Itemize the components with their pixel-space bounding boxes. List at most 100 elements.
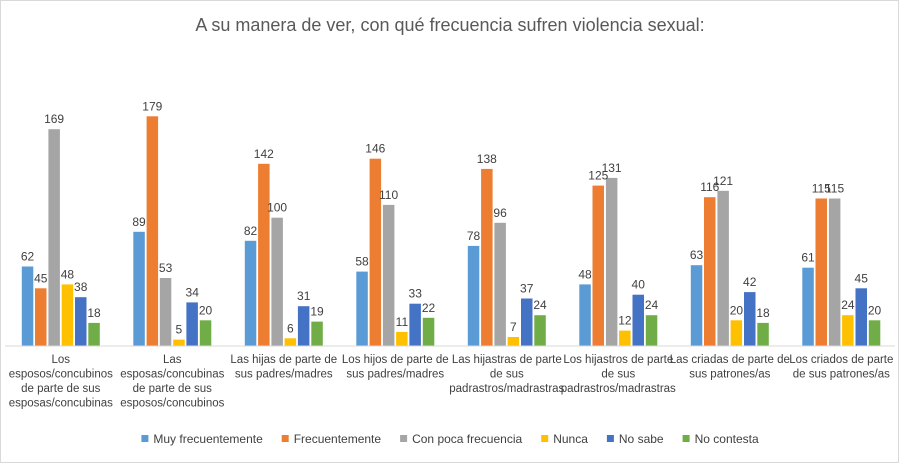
bar-3-s1 (244, 240, 257, 346)
category-label-2-line-1: Las (163, 354, 182, 366)
legend-label-6: No contesta (695, 432, 759, 446)
chart-title: A su manera de ver, con qué frecuencia s… (195, 15, 704, 35)
legend: Muy frecuentemente Frecuentemente Con poca… (141, 432, 759, 446)
category-label-6-line-1: Los hijastros de parte (563, 354, 673, 366)
data-label-6-s6: 24 (645, 298, 659, 312)
data-label-1-s4: 48 (61, 267, 75, 281)
data-label-3-s2: 142 (254, 147, 274, 161)
category-label-2-line-2: esposas/concubinas (120, 369, 224, 381)
data-label-4-s2: 146 (365, 142, 385, 156)
bar-6-s2 (592, 185, 604, 346)
data-label-1-s3: 169 (44, 112, 64, 126)
bar-5-s3 (494, 222, 506, 346)
bar-8-s5 (855, 288, 867, 346)
bar-1-s4 (61, 284, 74, 346)
bar-8-s6 (868, 320, 881, 346)
bar-5-s2 (481, 168, 493, 346)
bar-6-s4 (619, 330, 631, 346)
data-label-5-s3: 96 (493, 206, 507, 220)
data-label-8-s4: 24 (841, 298, 855, 312)
bar-8-s2 (815, 198, 827, 346)
bar-7-s6 (757, 322, 769, 346)
category-label-2-line-3: de parte de sus (133, 383, 213, 395)
category-label-4-line-1: Los hijos de parte de (342, 354, 449, 366)
bar-8-s3 (828, 198, 841, 346)
category-label-5-line-3: padrastros/madrastras (449, 383, 564, 395)
data-label-6-s1: 48 (578, 267, 592, 281)
bar-3-s3 (271, 217, 283, 346)
bar-2-s3 (159, 278, 172, 346)
bar-7-s4 (730, 320, 743, 346)
bar-1-s2 (35, 288, 47, 346)
data-label-6-s5: 40 (632, 278, 646, 292)
category-label-1-line-4: esposas/concubinas (9, 398, 113, 410)
bar-1-s6 (88, 322, 100, 346)
category-label-3-line-1: Las hijas de parte de (230, 354, 337, 366)
bar-6-s1 (579, 284, 591, 346)
bar-4-s1 (356, 271, 368, 346)
legend-swatch-2 (281, 435, 289, 442)
bar-2-s2 (146, 116, 159, 346)
legend-label-2: Frecuentemente (294, 432, 382, 446)
category-label-1-line-1: Los (52, 354, 71, 366)
legend-label-3: Con poca frecuencia (412, 432, 522, 446)
bar-5-s5 (521, 298, 533, 346)
data-label-4-s1: 58 (355, 255, 369, 269)
bar-7-s1 (690, 265, 703, 346)
data-label-4-s6: 22 (422, 301, 436, 315)
category-label-5-line-2: de sus (490, 369, 524, 381)
data-label-5-s6: 24 (533, 298, 547, 312)
bar-3-s5 (297, 306, 310, 346)
legend-swatch-4 (541, 435, 549, 442)
data-label-5-s4: 7 (510, 320, 517, 334)
category-label-6-line-3: padrastros/madrastras (561, 383, 676, 395)
data-label-3-s4: 6 (287, 321, 294, 335)
data-label-7-s2: 116 (700, 180, 719, 194)
data-label-3-s6: 19 (310, 305, 324, 319)
data-label-4-s4: 11 (396, 315, 409, 329)
bar-3-s2 (258, 163, 270, 346)
data-label-7-s6: 18 (756, 306, 770, 320)
bar-6-s5 (632, 294, 644, 346)
data-label-7-s4: 20 (730, 303, 744, 317)
data-label-2-s5: 34 (186, 285, 200, 299)
bars-layer (21, 116, 881, 346)
bar-2-s6 (199, 320, 212, 346)
data-label-5-s1: 78 (467, 229, 481, 243)
bar-2-s4 (173, 339, 185, 346)
legend-swatch-1 (141, 435, 149, 442)
data-label-7-s5: 42 (743, 275, 757, 289)
bar-5-s1 (467, 245, 480, 346)
bar-6-s6 (645, 315, 658, 346)
category-label-1-line-2: esposos/concubinos (9, 369, 113, 381)
data-label-1-s6: 18 (87, 306, 101, 320)
data-label-6-s4: 12 (618, 314, 632, 328)
category-label-6-line-2: de sus (601, 369, 635, 381)
category-labels-layer: Los esposos/concubinos de parte de sus espo… (9, 354, 894, 410)
legend-label-1: Muy frecuentemente (153, 432, 263, 446)
data-label-7-s1: 63 (690, 248, 704, 262)
data-label-4-s5: 33 (409, 287, 423, 301)
bar-7-s5 (744, 292, 756, 346)
data-labels-layer: 6245169483818891795353420821421006311958… (21, 99, 882, 336)
bar-4-s4 (396, 331, 408, 346)
data-label-8-s2: 115 (812, 182, 831, 196)
data-label-8-s6: 20 (868, 303, 882, 317)
category-label-1-line-3: de parte de sus (21, 383, 101, 395)
data-label-2-s6: 20 (199, 303, 213, 317)
bar-3-s6 (311, 321, 323, 346)
legend-swatch-6 (682, 435, 690, 442)
bar-5-s4 (507, 337, 520, 346)
data-label-3-s1: 82 (244, 224, 258, 238)
category-label-3-line-2: sus padres/madres (235, 369, 333, 381)
category-label-4-line-2: sus padres/madres (346, 369, 444, 381)
bar-7-s2 (704, 197, 716, 346)
data-label-5-s2: 138 (477, 152, 497, 166)
data-label-4-s3: 110 (379, 188, 398, 202)
data-label-1-s1: 62 (21, 250, 35, 264)
data-label-7-s3: 121 (713, 174, 733, 188)
category-label-5-line-1: Las hijastras de parte (452, 354, 562, 366)
data-label-2-s3: 53 (159, 261, 173, 275)
